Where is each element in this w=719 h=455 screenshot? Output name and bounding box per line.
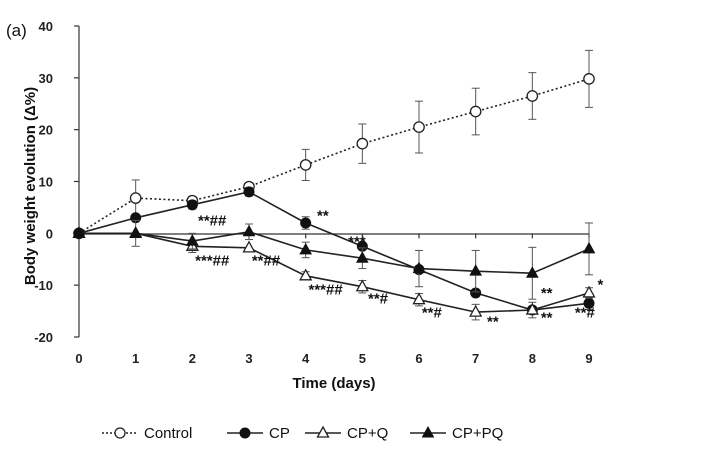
significance-annotation: *** (348, 233, 366, 250)
x-tick-label: 9 (585, 351, 592, 366)
y-axis: -20 -10 0 10 20 30 40 (34, 19, 80, 345)
legend: Control CP CP+Q CP+PQ (102, 425, 503, 442)
data-point-cp-pq (469, 264, 483, 276)
y-tick-label: 20 (39, 123, 53, 138)
data-point-control (469, 105, 482, 118)
legend-label-cp-q: CP+Q (347, 425, 388, 442)
x-tick-label: 8 (529, 351, 536, 366)
data-point-cp-pq (525, 266, 539, 278)
series-line-cp (78, 191, 590, 311)
significance-annotation: ** (541, 309, 553, 326)
data-point-cp (186, 199, 198, 211)
data-point-cp-q (355, 279, 369, 292)
data-point-cp-pq (242, 224, 256, 237)
x-axis-title: Time (days) (292, 375, 375, 392)
legend-item-cp-q: CP+Q (305, 425, 388, 442)
significance-annotation: * (598, 276, 604, 293)
data-point-cp-pq (129, 226, 143, 238)
y-tick-label: -10 (34, 278, 53, 293)
data-point-cp-pq (299, 242, 313, 255)
x-tick-label: 0 (75, 351, 82, 366)
significance-annotation: **# (368, 290, 389, 307)
series-cp-pq (72, 219, 596, 300)
series-layer (72, 49, 596, 321)
significance-annotation: ** (487, 314, 499, 331)
legend-item-cp-pq: CP+PQ (410, 425, 503, 442)
x-tick-label: 3 (245, 351, 252, 366)
annotations: ****##******## **##***##**#**#*********# (195, 207, 603, 330)
data-point-control (413, 121, 425, 133)
significance-annotation: ** (317, 207, 329, 224)
legend-marker-control (114, 427, 126, 439)
data-point-cp (300, 217, 312, 229)
legend-label-control: Control (144, 425, 192, 442)
legend-marker-cp (239, 427, 251, 439)
data-point-control (356, 137, 369, 150)
significance-annotation: **# (575, 304, 596, 321)
legend-item-control: Control (102, 425, 192, 442)
legend-marker-cp-pq (421, 425, 435, 438)
y-tick-label: 0 (46, 226, 53, 241)
series-line-cp-pq (79, 230, 590, 275)
x-tick-label: 5 (359, 351, 366, 366)
significance-annotation: ***## (309, 281, 344, 298)
x-axis: 0 1 2 3 4 5 6 7 8 9 (75, 233, 593, 366)
legend-marker-cp-q (316, 425, 330, 438)
data-point-control (299, 159, 312, 171)
y-axis-title: Body weight evolution (Δ%) (22, 87, 39, 285)
significance-annotation: ** (541, 285, 553, 302)
legend-label-cp: CP (269, 425, 290, 442)
series-line-cp-q (79, 232, 590, 313)
significance-annotation: **## (252, 252, 281, 269)
series-control (73, 49, 595, 240)
y-tick-label: 10 (39, 175, 53, 190)
data-point-control (129, 192, 142, 204)
panel-label: (a) (6, 21, 27, 40)
x-tick-label: 1 (132, 351, 139, 366)
y-tick-label: 40 (39, 19, 53, 34)
data-point-cp-q (242, 240, 256, 253)
significance-annotation: ***## (195, 252, 230, 269)
x-tick-label: 7 (472, 351, 479, 366)
legend-item-cp: CP (227, 425, 290, 442)
data-point-cp (243, 186, 255, 198)
legend-label-cp-pq: CP+PQ (452, 425, 503, 442)
significance-annotation: **## (198, 213, 227, 230)
data-point-cp-pq (582, 241, 596, 254)
y-tick-label: 30 (39, 71, 53, 86)
series-line-control (78, 78, 590, 234)
data-point-cp-pq (412, 261, 426, 274)
x-tick-label: 6 (415, 351, 422, 366)
x-tick-label: 4 (302, 351, 310, 366)
data-point-cp-q (299, 268, 313, 281)
data-point-control (526, 90, 539, 102)
y-tick-label: -20 (34, 330, 53, 345)
x-tick-label: 2 (189, 351, 196, 366)
data-point-cp-q (582, 285, 596, 298)
data-point-cp-pq (185, 234, 199, 246)
data-point-cp-pq (72, 226, 86, 238)
significance-annotation: **# (422, 304, 443, 321)
data-point-control (583, 73, 595, 85)
data-point-cp-q (412, 292, 426, 305)
data-point-cp-q (525, 302, 539, 315)
data-point-cp-q (469, 304, 483, 317)
data-point-cp-pq (355, 251, 369, 263)
